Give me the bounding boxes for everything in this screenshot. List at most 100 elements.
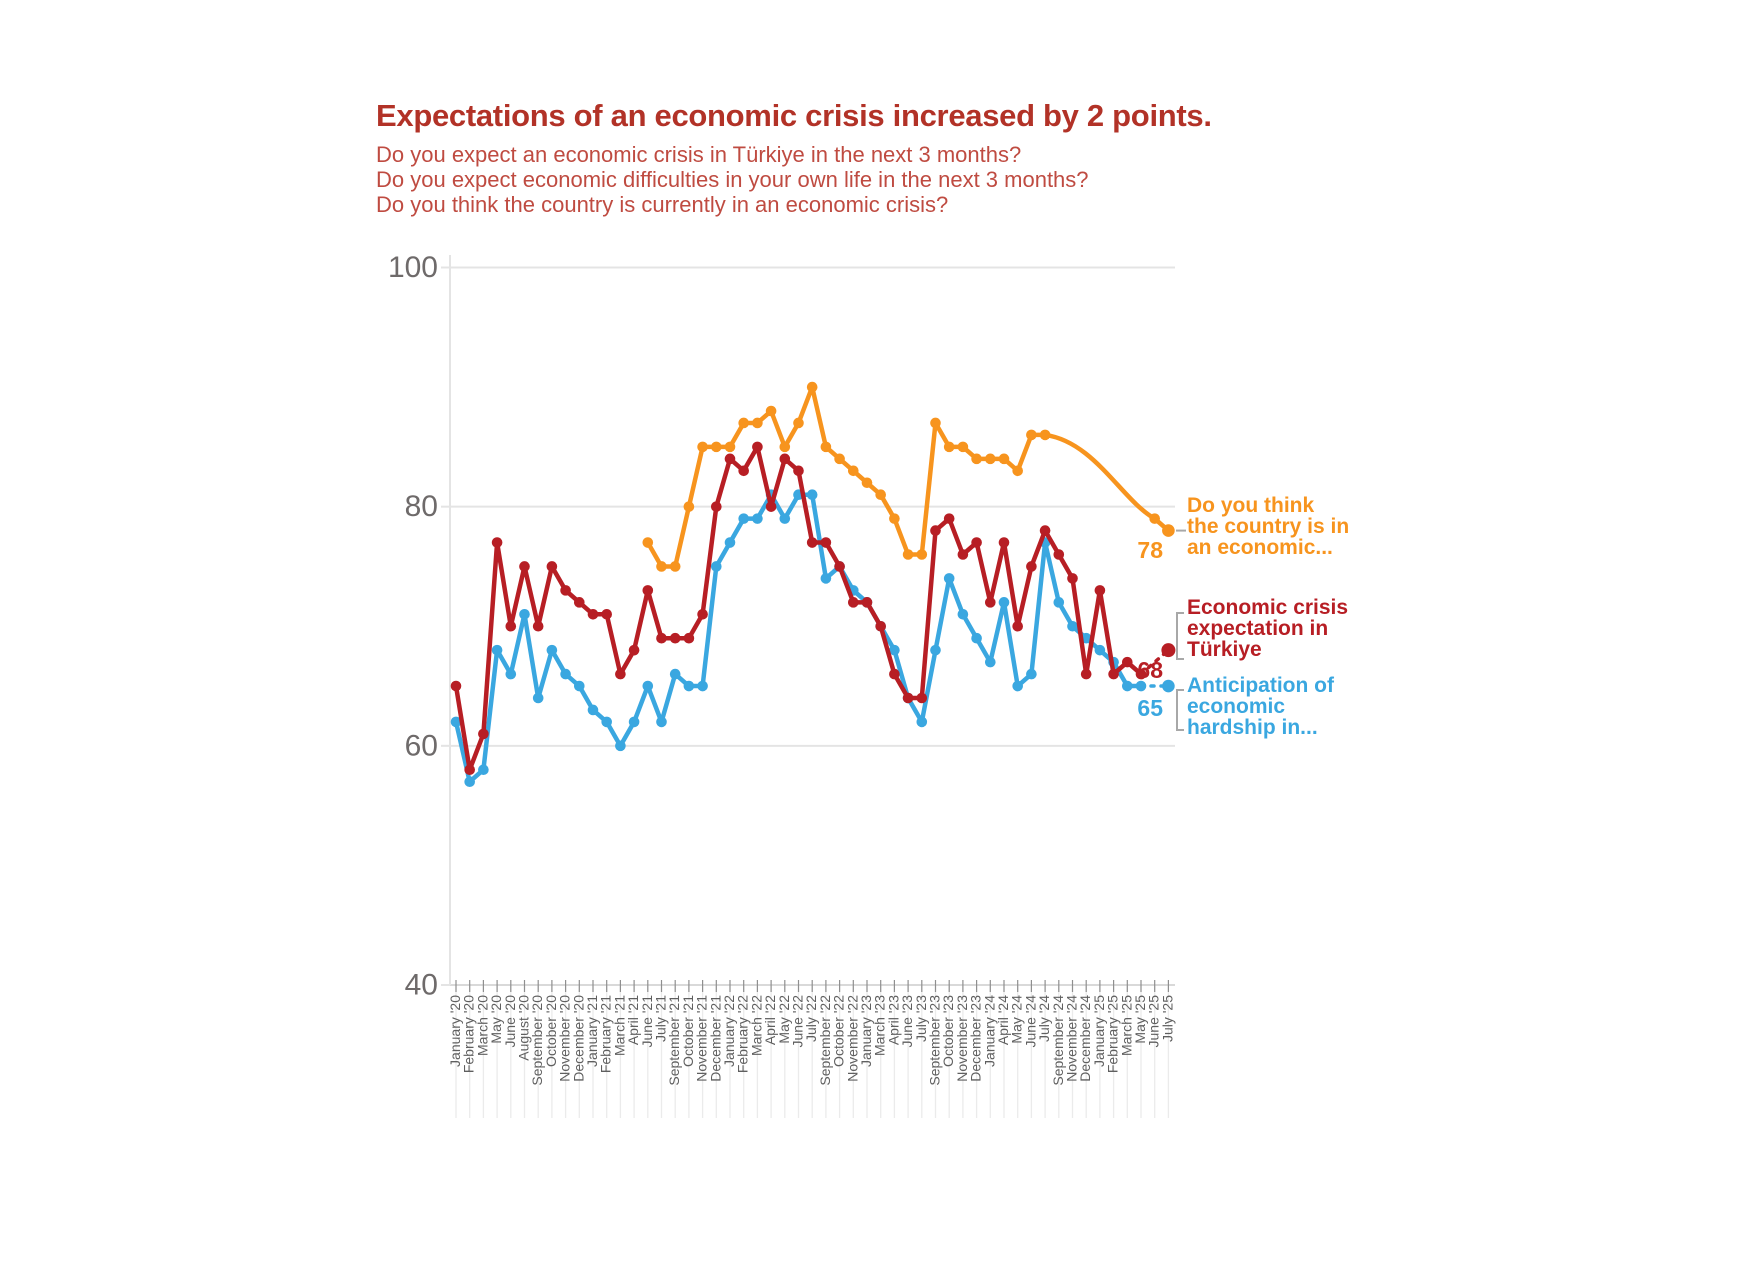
data-point[interactable] — [1053, 549, 1065, 560]
data-point[interactable] — [724, 441, 736, 453]
data-point[interactable] — [683, 680, 695, 692]
data-point[interactable] — [902, 692, 914, 704]
data-point[interactable] — [752, 513, 763, 524]
data-point[interactable] — [1012, 680, 1023, 692]
data-point[interactable] — [875, 489, 886, 501]
data-point[interactable] — [656, 716, 667, 728]
data-point[interactable] — [820, 441, 832, 453]
data-point[interactable] — [1026, 429, 1037, 441]
data-point[interactable] — [806, 381, 818, 393]
data-point[interactable] — [601, 608, 612, 620]
data-point[interactable] — [848, 597, 859, 608]
data-point[interactable] — [889, 668, 900, 680]
data-point[interactable] — [574, 680, 585, 692]
data-point[interactable] — [628, 644, 640, 656]
data-point[interactable] — [1162, 679, 1175, 693]
data-point[interactable] — [505, 620, 517, 632]
data-point[interactable] — [560, 585, 571, 596]
data-point[interactable] — [601, 716, 612, 728]
series-country-crisis[interactable] — [642, 381, 1175, 572]
data-point[interactable] — [519, 608, 530, 620]
data-point[interactable] — [697, 608, 708, 620]
data-point[interactable] — [930, 417, 941, 429]
data-point[interactable] — [450, 680, 462, 692]
data-point[interactable] — [820, 537, 832, 548]
data-point[interactable] — [519, 561, 530, 572]
data-point[interactable] — [464, 776, 476, 788]
data-point[interactable] — [848, 465, 859, 477]
data-point[interactable] — [1067, 573, 1078, 584]
data-point[interactable] — [478, 728, 489, 740]
data-point[interactable] — [711, 441, 722, 453]
data-point[interactable] — [820, 573, 832, 584]
data-point[interactable] — [491, 644, 503, 656]
data-point[interactable] — [587, 608, 599, 620]
data-point[interactable] — [546, 561, 558, 572]
data-point[interactable] — [985, 656, 996, 668]
data-point[interactable] — [1122, 680, 1133, 692]
data-point[interactable] — [779, 453, 791, 465]
data-point[interactable] — [943, 441, 955, 453]
data-point[interactable] — [752, 417, 763, 429]
data-point[interactable] — [1149, 513, 1160, 524]
data-point[interactable] — [957, 608, 969, 620]
data-point[interactable] — [930, 644, 941, 656]
data-point[interactable] — [711, 561, 722, 572]
series-crisis-expectation[interactable] — [450, 441, 1176, 776]
data-point[interactable] — [615, 740, 626, 752]
data-point[interactable] — [587, 704, 599, 716]
data-point[interactable] — [985, 453, 996, 465]
data-point[interactable] — [711, 501, 722, 512]
data-point[interactable] — [916, 692, 928, 704]
data-point[interactable] — [971, 453, 982, 465]
data-point[interactable] — [861, 477, 873, 489]
data-point[interactable] — [697, 441, 708, 453]
data-point[interactable] — [478, 764, 489, 776]
data-point[interactable] — [1012, 465, 1023, 477]
data-point[interactable] — [875, 620, 886, 632]
data-point[interactable] — [560, 668, 571, 680]
data-point[interactable] — [985, 597, 996, 608]
data-point[interactable] — [779, 441, 791, 453]
data-point[interactable] — [683, 632, 695, 644]
data-point[interactable] — [628, 716, 640, 728]
data-point[interactable] — [889, 513, 900, 524]
data-point[interactable] — [1094, 585, 1106, 596]
data-point[interactable] — [1012, 620, 1023, 632]
data-point[interactable] — [1094, 644, 1106, 656]
data-point[interactable] — [1039, 429, 1051, 441]
data-point[interactable] — [806, 537, 818, 548]
data-point[interactable] — [505, 668, 517, 680]
data-point[interactable] — [861, 597, 873, 608]
data-point[interactable] — [1161, 643, 1176, 658]
data-point[interactable] — [765, 501, 777, 512]
data-point[interactable] — [889, 644, 900, 656]
data-point[interactable] — [1039, 525, 1051, 536]
data-point[interactable] — [669, 668, 681, 680]
data-point[interactable] — [916, 549, 928, 560]
data-point[interactable] — [656, 561, 667, 572]
data-point[interactable] — [779, 513, 791, 524]
data-point[interactable] — [656, 632, 667, 644]
data-point[interactable] — [943, 513, 955, 524]
data-point[interactable] — [574, 597, 585, 608]
data-point[interactable] — [793, 465, 804, 477]
data-point[interactable] — [697, 680, 708, 692]
data-point[interactable] — [971, 632, 982, 644]
data-point[interactable] — [916, 716, 928, 728]
data-point[interactable] — [683, 501, 695, 512]
data-point[interactable] — [669, 632, 681, 644]
data-point[interactable] — [450, 716, 462, 728]
data-point[interactable] — [532, 620, 544, 632]
data-point[interactable] — [1122, 656, 1133, 668]
data-point[interactable] — [738, 417, 749, 429]
data-point[interactable] — [971, 537, 982, 548]
data-point[interactable] — [765, 405, 777, 417]
data-point[interactable] — [1026, 668, 1037, 680]
data-point[interactable] — [1053, 597, 1065, 608]
data-point[interactable] — [793, 417, 804, 429]
data-point[interactable] — [752, 441, 763, 453]
data-point[interactable] — [930, 525, 941, 536]
data-point[interactable] — [738, 465, 749, 477]
